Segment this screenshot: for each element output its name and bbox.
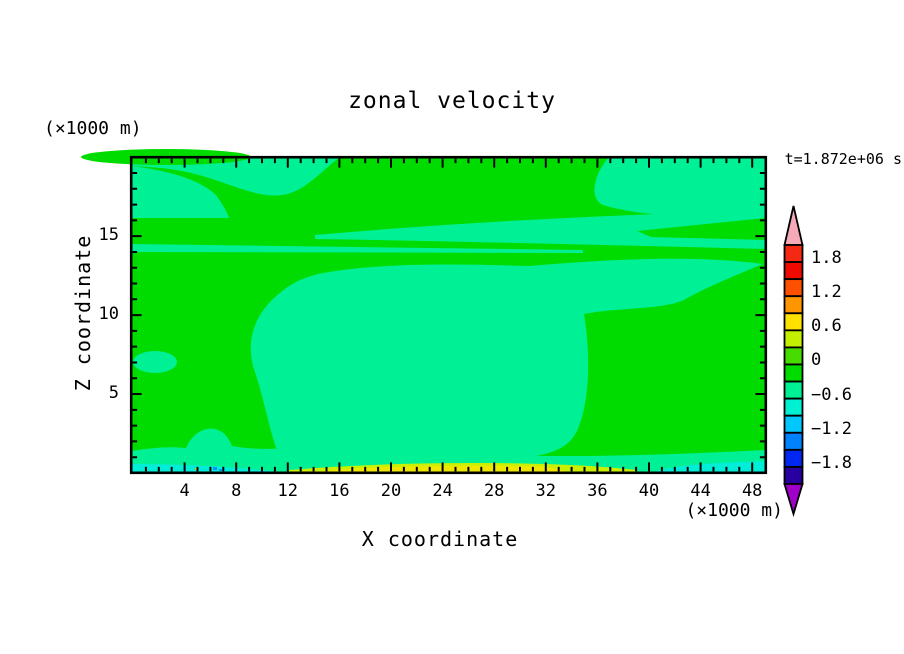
colorbar-box	[783, 312, 804, 332]
colorbar-boxes	[783, 244, 804, 485]
colorbar-box	[783, 380, 804, 400]
contour-region-central-blob	[250, 258, 763, 462]
colorbar-box	[783, 261, 804, 281]
colorbar-label: −1.8	[811, 452, 852, 473]
x-tick-label: 20	[380, 481, 402, 501]
colorbar-label: 1.8	[811, 248, 842, 269]
colorbar-box	[783, 278, 804, 298]
colorbar-label: 0	[811, 350, 822, 371]
contour-region-left-upper	[131, 166, 229, 218]
colorbar-box	[783, 295, 804, 315]
contour-band-upper	[315, 211, 766, 249]
x-tick-label: 16	[329, 481, 350, 501]
colorbar-box	[783, 363, 804, 383]
y-tick-label: 10	[98, 304, 119, 325]
contour-strip-bottom-right-cyan	[650, 461, 766, 473]
chart-title: zonal velocity	[348, 88, 556, 114]
colorbar-box	[783, 346, 804, 366]
x-tick-label: 40	[638, 481, 660, 501]
y-tick-label: 5	[108, 383, 119, 404]
time-annotation: t=1.872e+06 s	[784, 150, 902, 168]
x-tick-label: 24	[432, 481, 453, 501]
contour-band-thin	[131, 244, 583, 253]
x-tick-label: 44	[690, 481, 711, 501]
x-tick-label: 36	[587, 481, 608, 501]
plot-field	[81, 149, 766, 473]
contour-region-top-right	[594, 157, 766, 217]
x-tick-label: 4	[179, 481, 190, 501]
y-tick-label: 15	[98, 225, 119, 246]
colorbar-label: −0.6	[811, 384, 852, 405]
contour-speck-blue-2	[219, 469, 222, 471]
contour-speck-blue	[213, 467, 217, 470]
colorbar-arrow-top	[783, 205, 804, 246]
colorbar	[783, 205, 804, 518]
colorbar-label: −1.2	[811, 418, 852, 439]
contour-wedge-bright	[637, 218, 766, 240]
colorbar-box	[783, 329, 804, 349]
x-axis-title: X coordinate	[361, 527, 519, 551]
contour-strip-bottom-left-cyan	[131, 464, 286, 473]
x-axis-unit: (×1000 m)	[685, 500, 783, 521]
axis-ticks	[132, 158, 765, 472]
colorbar-box	[783, 431, 804, 451]
colorbar-box	[783, 397, 804, 417]
colorbar-arrow-bottom	[783, 483, 804, 518]
x-tick-label: 28	[483, 481, 505, 501]
contour-oval-left	[133, 351, 177, 373]
colorbar-box	[783, 466, 804, 485]
contour-band-bottom	[131, 428, 766, 473]
x-tick-label: 48	[741, 481, 763, 501]
colorbar-label: 0.6	[811, 316, 842, 337]
x-tick-label: 32	[535, 481, 557, 501]
x-tick-label: 8	[231, 481, 242, 501]
colorbar-label: 1.2	[811, 282, 842, 303]
colorbar-box	[783, 244, 804, 263]
x-tick-label: 12	[277, 481, 299, 501]
colorbar-box	[783, 414, 804, 434]
y-axis-unit: (×1000 m)	[44, 118, 142, 139]
colorbar-box	[783, 448, 804, 468]
plot-border	[129, 155, 768, 475]
